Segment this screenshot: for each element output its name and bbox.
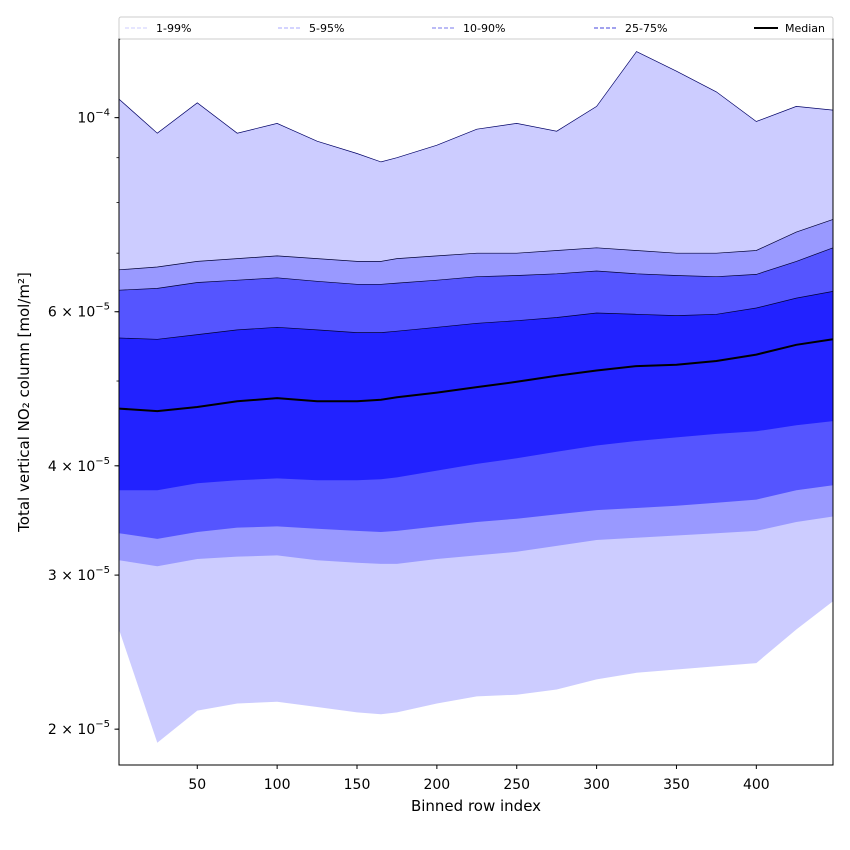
- band-2-upper-edge: [118, 219, 834, 271]
- x-tick-label-6: 300: [583, 777, 610, 793]
- y-tick-label-5: 10−4: [77, 108, 110, 127]
- legend-label-5: Median: [785, 22, 825, 35]
- band-3-upper-edge: [118, 247, 834, 291]
- y-tick-label-2: 3 × 10−5: [48, 565, 110, 584]
- x-axis: 50 100 150 200 250 300 350 400: [188, 765, 770, 793]
- legend: 1-99% 5-95% 10-90% 25-75% Median: [118, 16, 834, 40]
- x-tick-label-8: 400: [743, 777, 770, 793]
- y-tick-label-1: 2 × 10−5: [48, 719, 110, 738]
- band-1-upper-edge: [118, 51, 834, 163]
- band-4-upper-edge: [118, 291, 834, 340]
- lines-layer: [118, 51, 834, 413]
- x-tick-label-3: 150: [344, 777, 371, 793]
- y-axis-label: Total vertical NO₂ column [mol/m²]: [15, 272, 33, 533]
- legend-box: [118, 16, 834, 40]
- y-axis: 2 × 10−5 3 × 10−5 4 × 10−5 6 × 10−5 10−4: [48, 108, 119, 738]
- y-tick-label-3: 4 × 10−5: [48, 456, 110, 475]
- bands-layer: [119, 51, 833, 743]
- x-tick-label-5: 250: [503, 777, 530, 793]
- y-tick-label-4: 6 × 10−5: [48, 302, 110, 321]
- x-tick-label-7: 350: [663, 777, 690, 793]
- legend-label-4: 25-75%: [625, 22, 667, 35]
- x-tick-label-1: 50: [188, 777, 206, 793]
- legend-label-2: 5-95%: [309, 22, 344, 35]
- legend-label-3: 10-90%: [463, 22, 505, 35]
- x-tick-label-4: 200: [423, 777, 450, 793]
- x-tick-label-2: 100: [264, 777, 291, 793]
- series-line-1: [118, 338, 834, 413]
- x-axis-label: Binned row index: [411, 797, 541, 815]
- legend-label-1: 1-99%: [156, 22, 191, 35]
- band-4: [119, 291, 833, 491]
